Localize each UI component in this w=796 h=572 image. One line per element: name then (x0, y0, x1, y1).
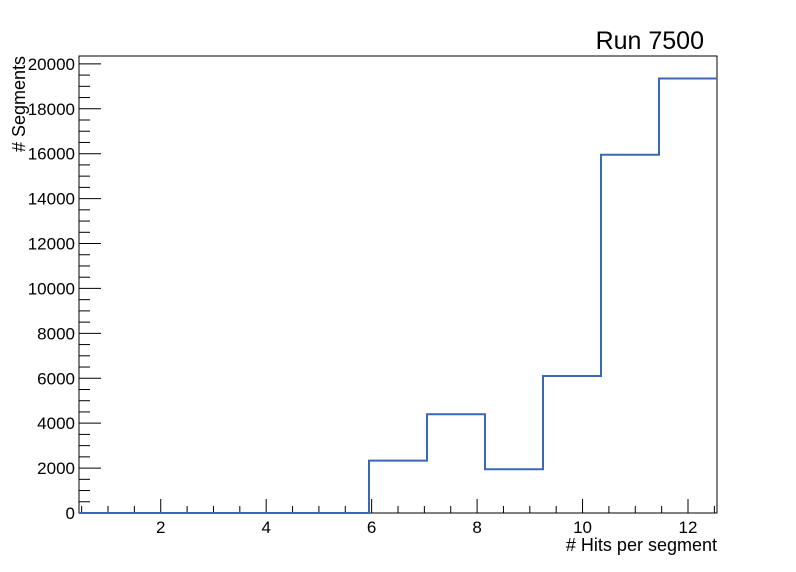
x-tick-label: 8 (472, 518, 481, 537)
x-tick-label: 4 (261, 518, 270, 537)
y-tick-label: 18000 (28, 100, 75, 119)
y-tick-label: 4000 (37, 414, 75, 433)
x-tick-label: 12 (679, 518, 698, 537)
x-tick-label: 6 (367, 518, 376, 537)
histogram-line (79, 77, 717, 514)
y-tick-label: 10000 (28, 279, 75, 298)
y-tick-label: 0 (66, 504, 75, 523)
y-tick-label: 12000 (28, 235, 75, 254)
x-axis-title: # Hits per segment (565, 535, 717, 555)
plot-title: Run 7500 (595, 27, 704, 55)
y-tick-label: 6000 (37, 369, 75, 388)
y-tick-label: 16000 (28, 145, 75, 164)
y-tick-label: 20000 (28, 55, 75, 74)
plot-frame (78, 55, 718, 514)
y-tick-label: 8000 (37, 324, 75, 343)
x-tick-label: 10 (573, 518, 592, 537)
y-tick-label: 14000 (28, 190, 75, 209)
y-axis-title: # Segments (9, 55, 29, 152)
y-tick-label: 2000 (37, 459, 75, 478)
x-tick-label: 2 (156, 518, 165, 537)
